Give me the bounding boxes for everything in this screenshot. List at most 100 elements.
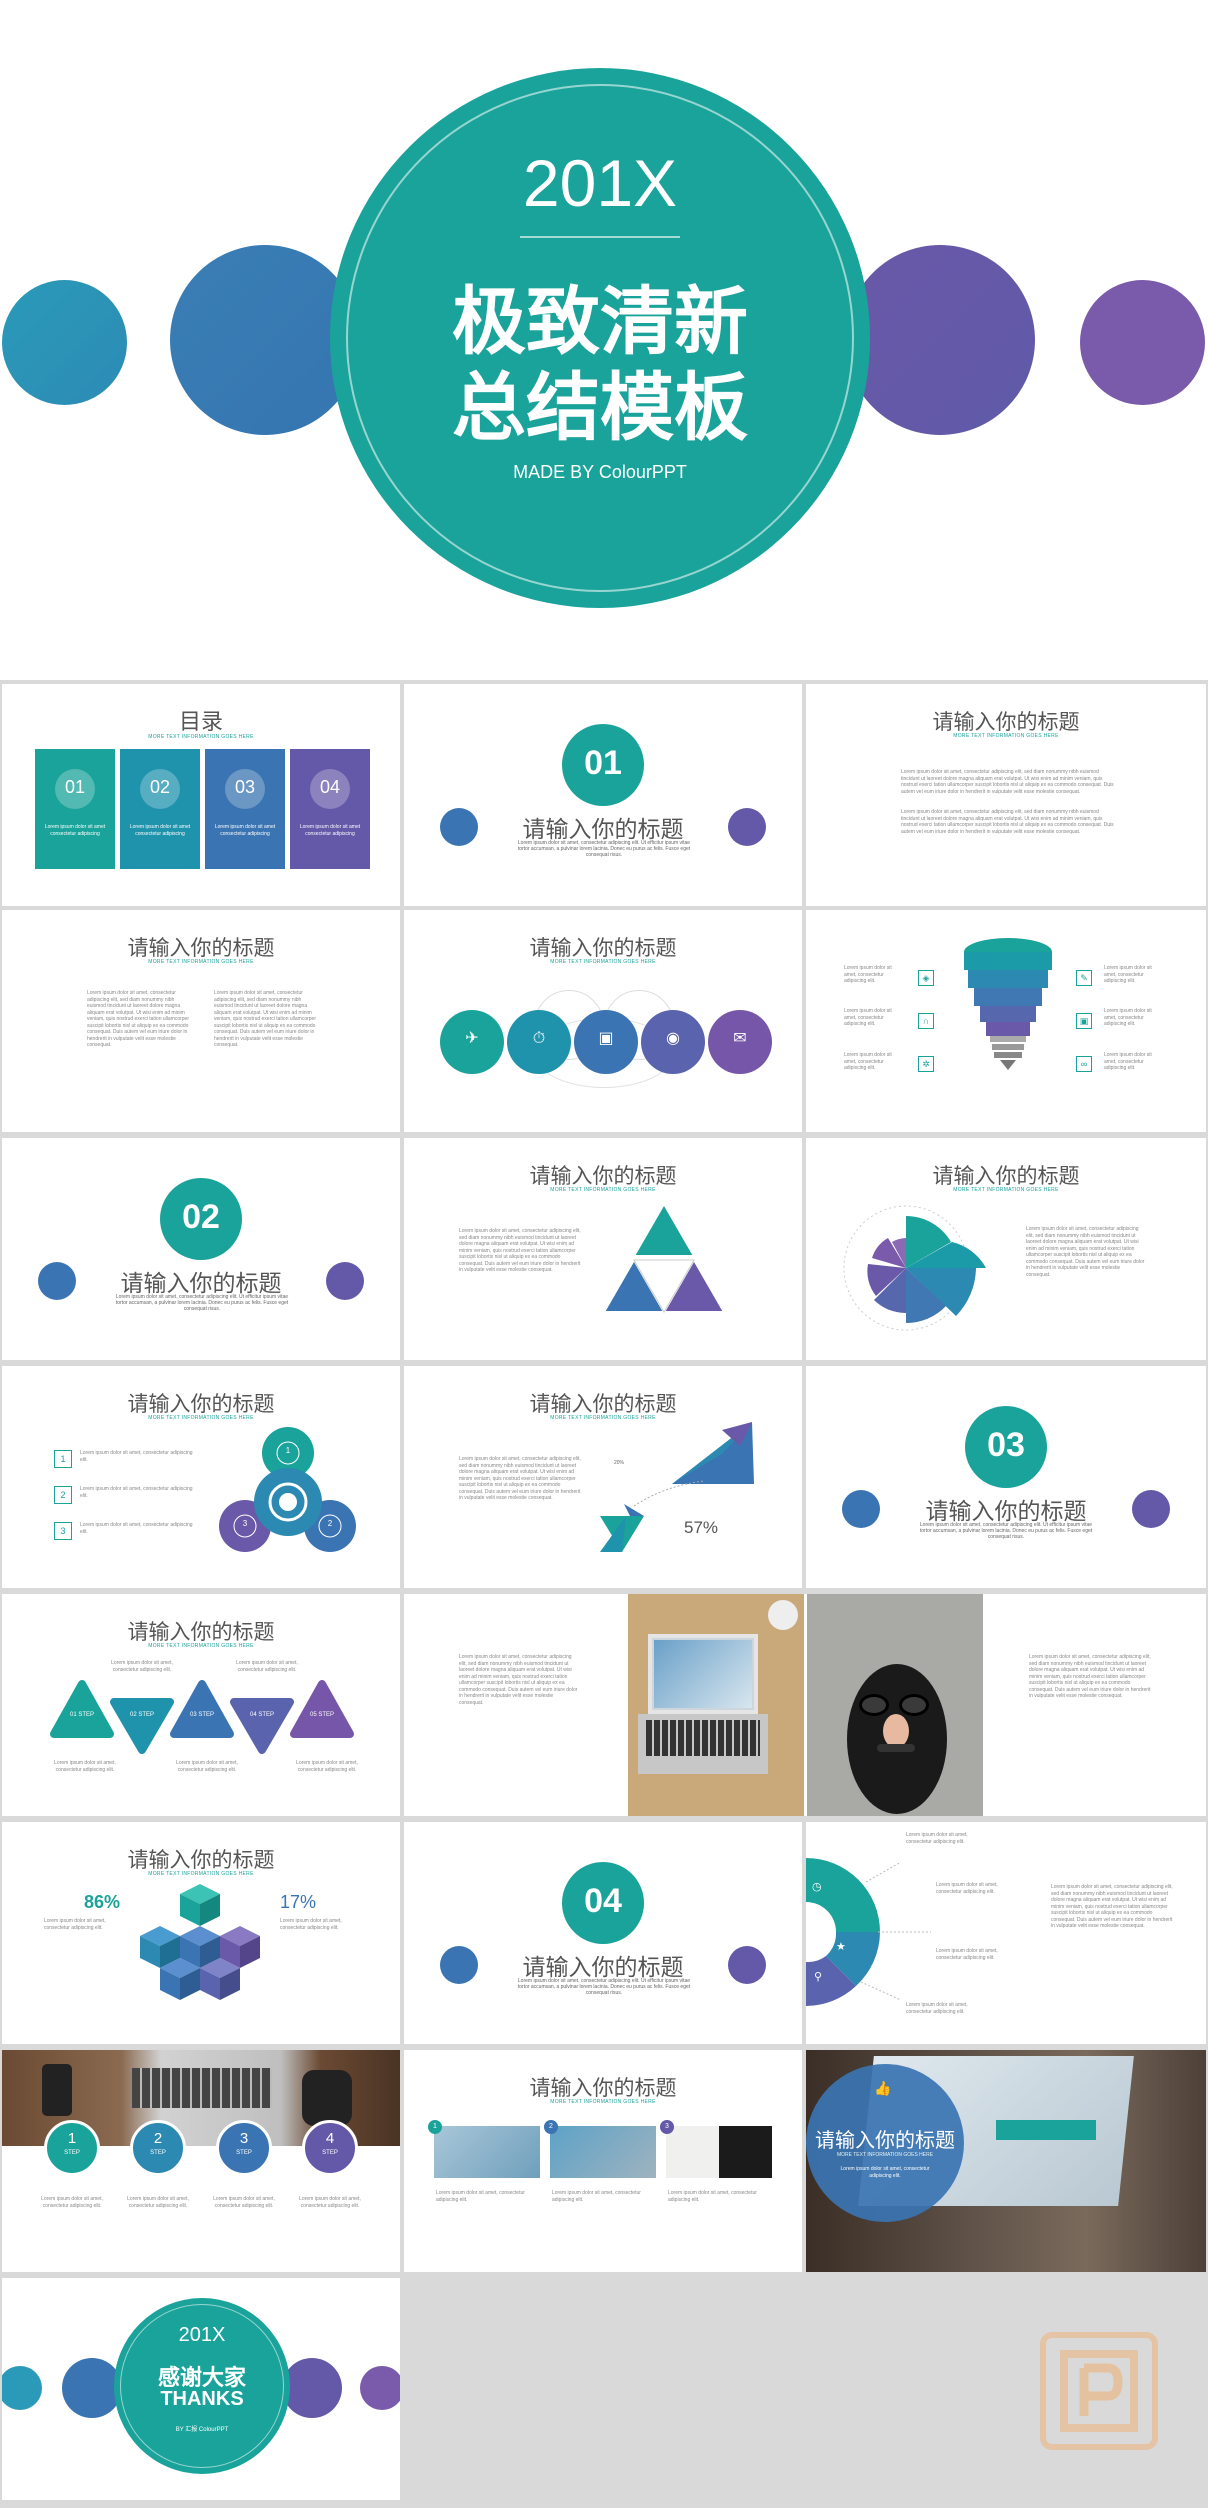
chat-icon: ✉ [708,1010,772,1074]
briefcase-icon: ▣ [574,1010,638,1074]
step-triangles-graphic [50,1680,354,1754]
radial-chart-slide: 请输入你的标题 MORE TEXT INFORMATION GOES HERE … [806,1138,1206,1360]
lightbulb-slide: Lorem ipsum dolor sit amet, consectetur … [806,910,1206,1132]
link-icon: ∞ [1076,1056,1092,1072]
airplane-icon: ✈ [440,1010,504,1074]
radial-chart [843,1205,986,1331]
photo-hands [434,2126,540,2178]
cover-title-line1: 极致清新 [452,280,748,363]
cubes-graphic [140,1884,260,2000]
thanks-line1: 感谢大家 [157,2365,246,2390]
fidget-spinner-graphic [219,1427,356,1552]
half-circle-slide: ◷ ▭ ★ ⚲ Lorem ipsum dolor sit amet, cons… [806,1822,1206,2044]
phone-icon: ◉ [641,1010,705,1074]
photo-text-slide: Lorem ipsum dolor sit amet, consectetur … [404,1594,1206,1816]
section-number-circle [160,1178,242,1260]
step-circles-slide: 1 STEP 2 STEP 3 STEP 4 STEP Lorem ipsum … [2,2050,400,2272]
slide-title: 请输入你的标题 [932,1165,1080,1188]
spinner-slide: 请输入你的标题 MORE TEXT INFORMATION GOES HERE … [2,1366,400,1588]
photo-tablet [550,2126,656,2178]
section-number: 01 [584,744,622,782]
section-02-slide: 02 请输入你的标题 Lorem ipsum dolor sit amet, c… [2,1138,400,1360]
headphones-icon: ∩ [918,1013,934,1029]
cover-circle-far-left [2,280,127,405]
list-number-box: 3 [54,1522,72,1540]
location-icon: ◈ [918,970,934,986]
photo-step-badge: 3 [660,2120,674,2134]
two-column-text-slide: 请输入你的标题 MORE TEXT INFORMATION GOES HERE … [2,910,400,1132]
triangles-graphic [600,1422,754,1552]
toc-subtitle: MORE TEXT INFORMATION GOES HERE [148,734,254,740]
slide-title: 请输入你的标题 [529,937,677,960]
toc-title: 目录 [178,709,223,734]
toc-card-number: 01 [64,777,86,797]
section-title: 请输入你的标题 [120,1270,282,1296]
cover-title-line2: 总结模板 [452,366,748,449]
right-percent: 17% [280,1892,317,1912]
section-title: 请输入你的标题 [925,1498,1087,1524]
laptop-photo [628,1594,804,1816]
cover-circle-left [170,245,360,435]
step-label: 05 STEP [309,1712,334,1718]
section-title: 请输入你的标题 [522,816,684,842]
toc-card-4: 04 Lorem ipsum dolor sit amet consectetu… [290,749,370,869]
slide-title: 请输入你的标题 [529,1393,677,1416]
left-percent: 86% [84,1892,121,1912]
thanks-year: 201X [178,2324,226,2346]
cubes-slide: 请输入你的标题 MORE TEXT INFORMATION GOES HERE … [2,1822,400,2044]
gear-icon: ✲ [918,1056,934,1072]
slide-title: 请输入你的标题 [127,1849,275,1872]
slide-title: 请输入你的标题 [815,2130,955,2152]
dog-photo [807,1594,983,1816]
toc-card-1: 01 Lorem ipsum dolor sit amet consectetu… [35,749,115,869]
cover-year: 201X [522,146,678,220]
toc-slide: 目录 MORE TEXT INFORMATION GOES HERE 01 Lo… [2,684,400,906]
icon-circles-slide: 请输入你的标题 MORE TEXT INFORMATION GOES HERE … [404,910,802,1132]
cover-made-by: MADE BY ColourPPT [513,462,687,482]
section-number: 03 [987,1426,1025,1464]
step-label: 04 STEP [249,1712,274,1718]
photo-plant [666,2126,772,2178]
triangle-slide: 请输入你的标题 MORE TEXT INFORMATION GOES HERE … [404,1138,802,1360]
step-circle-4 [302,2120,358,2176]
list-number-box: 2 [54,1486,72,1504]
slide-title: 请输入你的标题 [529,1165,677,1188]
section-number: 04 [584,1882,622,1920]
toc-card-number: 03 [234,777,256,797]
search-icon: ⚲ [814,1971,823,1983]
edit-icon: ✎ [1076,970,1092,986]
list-number-box: 1 [54,1450,72,1468]
section-03-slide: 03 请输入你的标题 Lorem ipsum dolor sit amet, c… [806,1366,1206,1588]
star-icon: ★ [836,1941,846,1953]
toc-card-number: 02 [149,777,171,797]
photo-step-badge: 1 [428,2120,442,2134]
slide-title: 请输入你的标题 [127,1393,275,1416]
step-circle-3 [216,2120,272,2176]
slide-title: 请输入你的标题 [127,937,275,960]
section-number-circle [562,724,644,806]
briefcase-icon: ▣ [1076,1013,1092,1029]
dashboard-photo-slide: 👍 请输入你的标题 MORE TEXT INFORMATION GOES HER… [806,2050,1206,2272]
section-number-circle [965,1406,1047,1488]
cover-main-circle-ring [346,84,854,592]
monitor-icon: ▭ [814,1908,825,1920]
cover-divider [520,236,680,238]
lightbulb-graphic [964,938,1052,1070]
timer-icon: ⏱ [507,1010,571,1074]
step-label: 03 STEP [189,1712,214,1718]
step-label: 02 STEP [129,1712,154,1718]
section-04-slide: 04 请输入你的标题 Lorem ipsum dolor sit amet, c… [404,1822,802,2044]
cover-circle-right [845,245,1035,435]
toc-card-3: 03 Lorem ipsum dolor sit amet consectetu… [205,749,285,869]
thanks-line2: THANKS [160,2388,244,2410]
cover-circle-far-right [1080,280,1205,405]
cover-slide: 201X 极致清新 总结模板 MADE BY ColourPPT [0,0,1208,680]
step-circle-2 [130,2120,186,2176]
percent-label: 57% [684,1518,719,1537]
slide-title: 请输入你的标题 [127,1621,275,1644]
section-number-circle [562,1862,644,1944]
slide-title: 请输入你的标题 [529,2077,677,2100]
clock-icon: ◷ [812,1881,822,1893]
section-number: 02 [182,1198,220,1236]
thumb-icon: 👍 [874,2080,892,2096]
